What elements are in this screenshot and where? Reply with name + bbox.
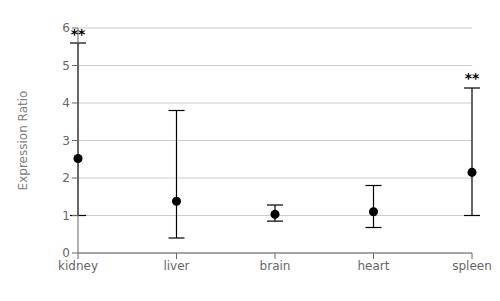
svg-text:0: 0 <box>62 246 70 260</box>
svg-text:**: ** <box>465 70 480 86</box>
svg-text:4: 4 <box>62 96 70 110</box>
svg-text:6: 6 <box>62 21 70 35</box>
svg-text:kidney: kidney <box>58 259 98 273</box>
svg-text:spleen: spleen <box>452 259 492 273</box>
svg-text:3: 3 <box>62 134 70 148</box>
svg-text:heart: heart <box>358 259 390 273</box>
svg-text:Expression Ratio: Expression Ratio <box>16 91 30 191</box>
svg-text:5: 5 <box>62 59 70 73</box>
svg-text:brain: brain <box>260 259 291 273</box>
svg-text:**: ** <box>71 26 86 42</box>
svg-text:1: 1 <box>62 209 70 223</box>
svg-text:liver: liver <box>163 259 189 273</box>
svg-text:2: 2 <box>62 171 70 185</box>
